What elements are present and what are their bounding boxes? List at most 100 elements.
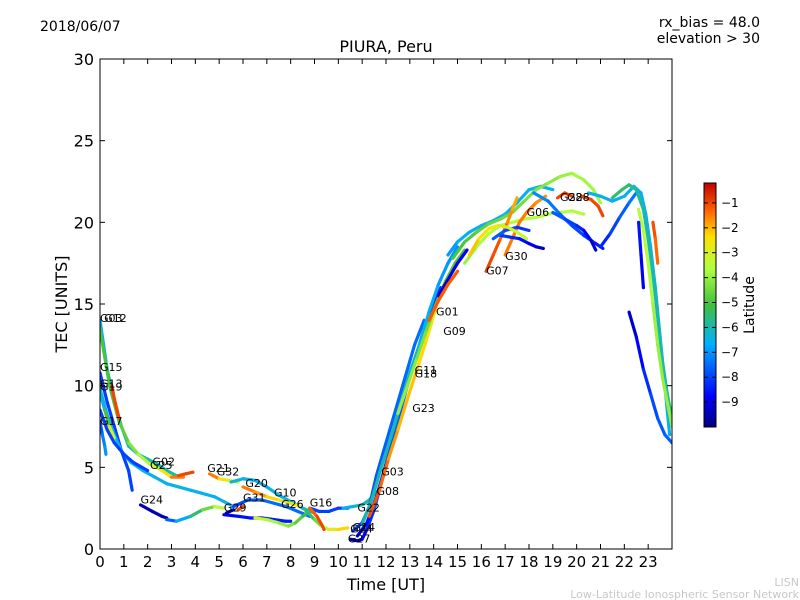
track-segment [651, 273, 660, 319]
track-segment [396, 384, 410, 416]
track-segment [515, 188, 531, 205]
track-segment [272, 517, 288, 523]
tec-track [555, 191, 574, 200]
tec-track [503, 194, 548, 257]
track-segment [260, 498, 276, 505]
track-segment [141, 469, 157, 479]
satellite-label: G28 [560, 191, 583, 204]
colorbar-tick-label: −8 [721, 370, 739, 384]
track-segment [360, 498, 374, 527]
satellite-label: G10 [274, 487, 297, 500]
satellite-label: G21 [207, 462, 230, 475]
x-tick-label: 11 [353, 553, 372, 571]
colorbar-tick-label: −4 [721, 271, 739, 285]
satellite-label: G29 [224, 501, 247, 514]
satellite-label: G17 [100, 415, 123, 428]
track-segment [377, 457, 390, 494]
tec-track [498, 233, 545, 251]
y-tick-label: 10 [74, 377, 94, 396]
track-segment [639, 253, 646, 290]
track-segment [336, 526, 350, 532]
track-segment [486, 217, 502, 226]
tec-tracks [100, 171, 672, 543]
tec-track [637, 220, 646, 290]
x-tick-label: 4 [191, 553, 201, 571]
tec-track [100, 390, 116, 440]
track-segment [446, 261, 460, 282]
x-tick-label: 10 [329, 553, 348, 571]
track-segment [455, 230, 472, 244]
satellite-label: G03 [100, 312, 123, 325]
track-segment [534, 245, 545, 251]
tec-track [165, 504, 226, 523]
x-axis-ticks: 0 1 2 3 4 5 6 7 8 9 10 11 12 13 14 15 16 17 18 19 20 21 22 23 [95, 59, 658, 571]
track-segment [446, 240, 460, 257]
x-tick-label: 22 [615, 553, 634, 571]
satellite-label: G15 [100, 361, 123, 374]
track-segment [634, 335, 646, 371]
track-segment [455, 248, 469, 265]
track-segment [155, 462, 169, 473]
track-segment [467, 237, 481, 257]
colorbar-label: Latitude [742, 276, 758, 334]
track-segment [320, 522, 326, 532]
track-segment [653, 237, 660, 265]
track-segment [656, 416, 667, 437]
tec-track [100, 326, 186, 479]
track-segment [351, 521, 364, 533]
x-tick-label: 7 [262, 553, 272, 571]
track-segment [393, 375, 407, 412]
track-segment [308, 506, 319, 518]
y-tick-label: 30 [74, 50, 94, 69]
track-segment [289, 501, 302, 509]
track-segment [212, 495, 226, 504]
x-tick-label: 17 [496, 553, 515, 571]
track-segment [570, 171, 586, 182]
track-segment [617, 201, 631, 220]
track-segment [188, 488, 205, 496]
track-segment [174, 514, 193, 523]
track-segment [610, 194, 626, 203]
chart-title: PIURA, Peru [339, 37, 432, 56]
track-segment [641, 207, 650, 241]
satellite-label: G14 [353, 521, 376, 534]
track-segment [117, 420, 131, 445]
tec-track [436, 248, 469, 298]
satellite-label: G19 [100, 381, 123, 394]
track-segment [386, 428, 400, 461]
x-tick-label: 18 [519, 553, 538, 571]
y-tick-label: 15 [74, 295, 94, 314]
track-segment [415, 328, 429, 360]
track-segment [165, 469, 178, 478]
track-segment [651, 220, 657, 241]
track-segment [546, 199, 562, 216]
track-segment [446, 269, 460, 286]
satellite-label: G32 [217, 466, 240, 479]
satellite-label: G08 [376, 485, 399, 498]
track-segment [656, 315, 665, 363]
colorbar-tick-label: −9 [721, 395, 739, 409]
track-segment [355, 521, 369, 538]
track-segment [408, 343, 421, 375]
track-segment [236, 514, 252, 520]
track-segment [177, 485, 193, 492]
y-axis-ticks: 0 5 10 15 20 25 30 [74, 50, 672, 559]
colorbar-ticks: −1 −2 −3 −4 −5 −6 −7 −8 −9 [704, 196, 739, 409]
track-segment [229, 477, 245, 484]
y-tick-label: 5 [84, 458, 94, 477]
track-segment [474, 232, 491, 249]
rx-bias-label: rx_bias = 48.0 [659, 15, 760, 31]
track-segment [367, 490, 381, 518]
track-segment [146, 457, 159, 466]
x-tick-label: 14 [424, 553, 443, 571]
colorbar-tick-label: −1 [721, 196, 739, 210]
track-segment [160, 469, 174, 479]
track-segment [491, 228, 507, 241]
track-segment [646, 237, 655, 277]
tec-track [427, 269, 460, 322]
track-segment [517, 237, 531, 246]
y-tick-label: 25 [74, 132, 94, 151]
track-segment [436, 277, 450, 298]
satellite-label: G23 [412, 402, 435, 415]
